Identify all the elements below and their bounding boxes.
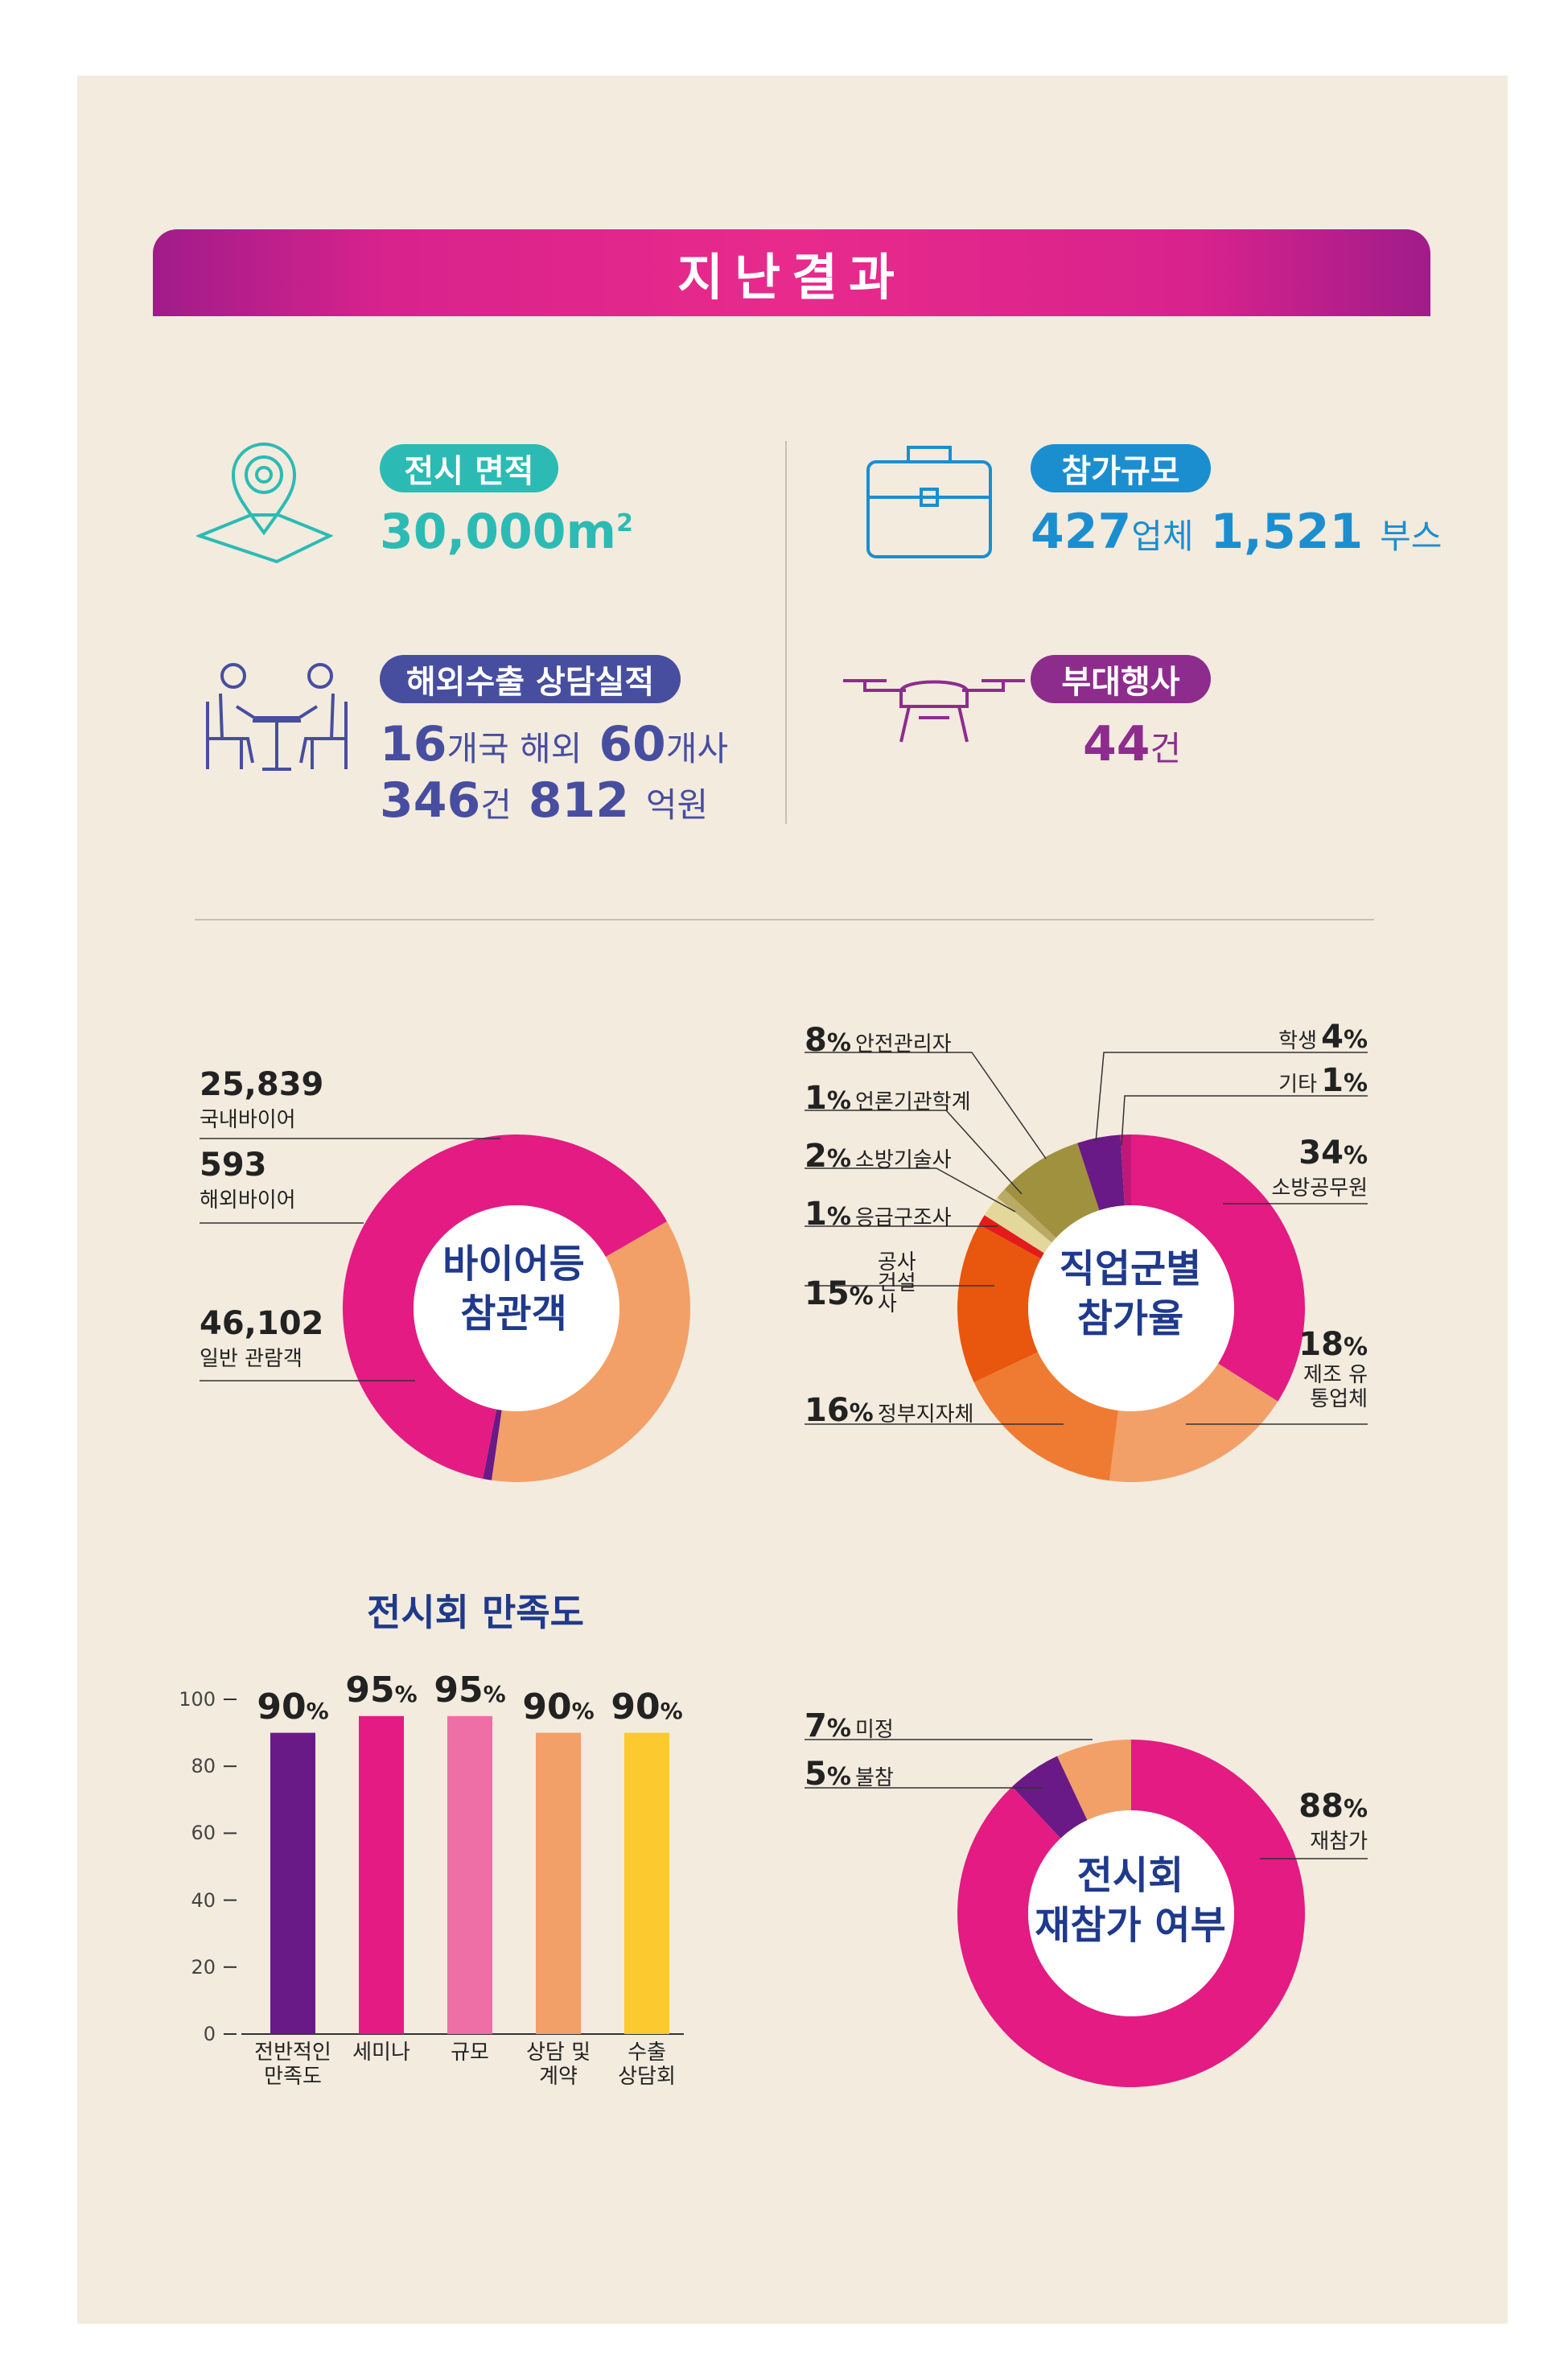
export-value-line2: 346건 812 억원 <box>380 772 709 829</box>
buyers-slice-1 <box>483 1409 502 1480</box>
y-tick-label-4: 80 <box>191 1755 216 1778</box>
location-pin-icon <box>196 443 333 564</box>
occupation-slice-7 <box>1004 1143 1100 1238</box>
bar-0 <box>270 1732 315 2034</box>
meeting-icon <box>206 663 348 771</box>
label-not-attending: 5% 불참 <box>805 1756 894 1793</box>
drone-icon <box>843 679 1025 743</box>
y-tick-label-1: 20 <box>191 1955 216 1979</box>
occupation-hole <box>1028 1205 1234 1411</box>
vertical-divider <box>785 441 787 824</box>
events-label: 부대행사 <box>1031 655 1211 703</box>
bar-category-label-0: 전반적인 만족도 <box>254 2040 331 2089</box>
bar-value-label-4: 90% <box>611 1686 683 1727</box>
label-general-visitor: 46,102 일반 관람객 <box>200 1305 324 1371</box>
occupation-slice-6 <box>997 1189 1056 1243</box>
export-value-line1: 16개국 해외 60개사 <box>380 716 729 772</box>
y-tick-label-0: 0 <box>203 2023 216 2045</box>
occupation-slice-5 <box>984 1197 1052 1254</box>
donut4-center-label: 전시회 재참가 여부 <box>1035 1853 1226 1948</box>
scale-value: 427업체 1,521 부스 <box>1031 504 1442 560</box>
y-tick-label-5: 100 <box>179 1688 216 1711</box>
label-student: 학생 4% <box>1278 1019 1368 1056</box>
donut1-center-label: 바이어등 참관객 <box>442 1242 585 1336</box>
bar-category-label-2: 규모 <box>451 2040 489 2065</box>
occupation-slice-0 <box>1131 1134 1306 1402</box>
reattend-slice-0 <box>957 1740 1305 2088</box>
bar-4 <box>624 1732 669 2034</box>
donut-reparticipation <box>957 1740 1305 2088</box>
occupation-slice-8 <box>1077 1134 1125 1211</box>
bar-category-label-3: 상담 및 계약 <box>525 2040 591 2089</box>
bar-value-label-3: 90% <box>522 1686 595 1727</box>
bar-1 <box>359 1715 404 2034</box>
label-construction: 15% 공사 건설사 <box>805 1250 916 1316</box>
scale-label: 참가규모 <box>1031 444 1211 492</box>
bar-value-label-1: 95% <box>345 1669 418 1711</box>
label-undecided: 7% 미정 <box>805 1707 894 1744</box>
reattend-slice-2 <box>1057 1740 1131 1821</box>
label-press-academia: 1% 언론기관학계 <box>805 1080 971 1117</box>
bar-2 <box>447 1715 492 2034</box>
bar-value-label-0: 90% <box>257 1686 329 1727</box>
occupation-slice-3 <box>957 1224 1041 1382</box>
label-paramedic: 1% 응급구조사 <box>805 1196 952 1233</box>
label-government: 16% 정부지자체 <box>805 1392 974 1429</box>
bar-3 <box>536 1732 581 2034</box>
page-title: 지난결과 <box>153 229 1430 316</box>
label-fire-official: 34% 소방공무원 <box>1271 1134 1368 1200</box>
buyers-slice-2 <box>342 1134 668 1479</box>
label-safety-manager: 8% 안전관리자 <box>805 1022 952 1059</box>
export-label: 해외수출 상담실적 <box>380 655 681 703</box>
horizontal-divider <box>195 919 1374 920</box>
occupation-slice-1 <box>1109 1363 1278 1482</box>
label-overseas-buyer: 593 해외바이어 <box>200 1147 296 1213</box>
area-value: 30,000m2 <box>380 504 633 560</box>
donut-occupation <box>957 1134 1306 1482</box>
label-etc: 기타 1% <box>1278 1062 1368 1099</box>
occupation-slice-9 <box>1120 1134 1131 1206</box>
label-domestic-buyer: 25,839 국내바이어 <box>200 1066 324 1132</box>
bar-chart-title: 전시회 만족도 <box>367 1591 584 1634</box>
events-value: 44건 <box>1083 716 1182 772</box>
donut-buyers <box>342 1134 690 1482</box>
y-tick-label-2: 40 <box>191 1888 216 1912</box>
label-fire-engineer: 2% 소방기술사 <box>805 1138 952 1175</box>
buyers-hole <box>414 1205 619 1411</box>
reattend-slice-1 <box>1012 1756 1088 1839</box>
area-label: 전시 면적 <box>380 444 558 492</box>
bar-chart-satisfaction <box>224 1699 684 2035</box>
briefcase-icon <box>866 446 992 558</box>
label-reattend: 88% 재참가 <box>1298 1788 1368 1854</box>
donut2-center-label: 직업군별 참가율 <box>1059 1246 1202 1341</box>
occupation-slice-2 <box>973 1352 1118 1481</box>
reattend-hole <box>1028 1810 1234 2016</box>
buyers-slice-0 <box>492 1221 690 1482</box>
label-manufacturer: 18% 제조 유통업체 <box>1298 1326 1368 1411</box>
bar-category-label-1: 세미나 <box>352 2040 410 2065</box>
y-tick-label-3: 60 <box>191 1822 216 1845</box>
bar-category-label-4: 수출 상담회 <box>618 2040 676 2089</box>
bar-value-label-2: 95% <box>434 1669 506 1711</box>
